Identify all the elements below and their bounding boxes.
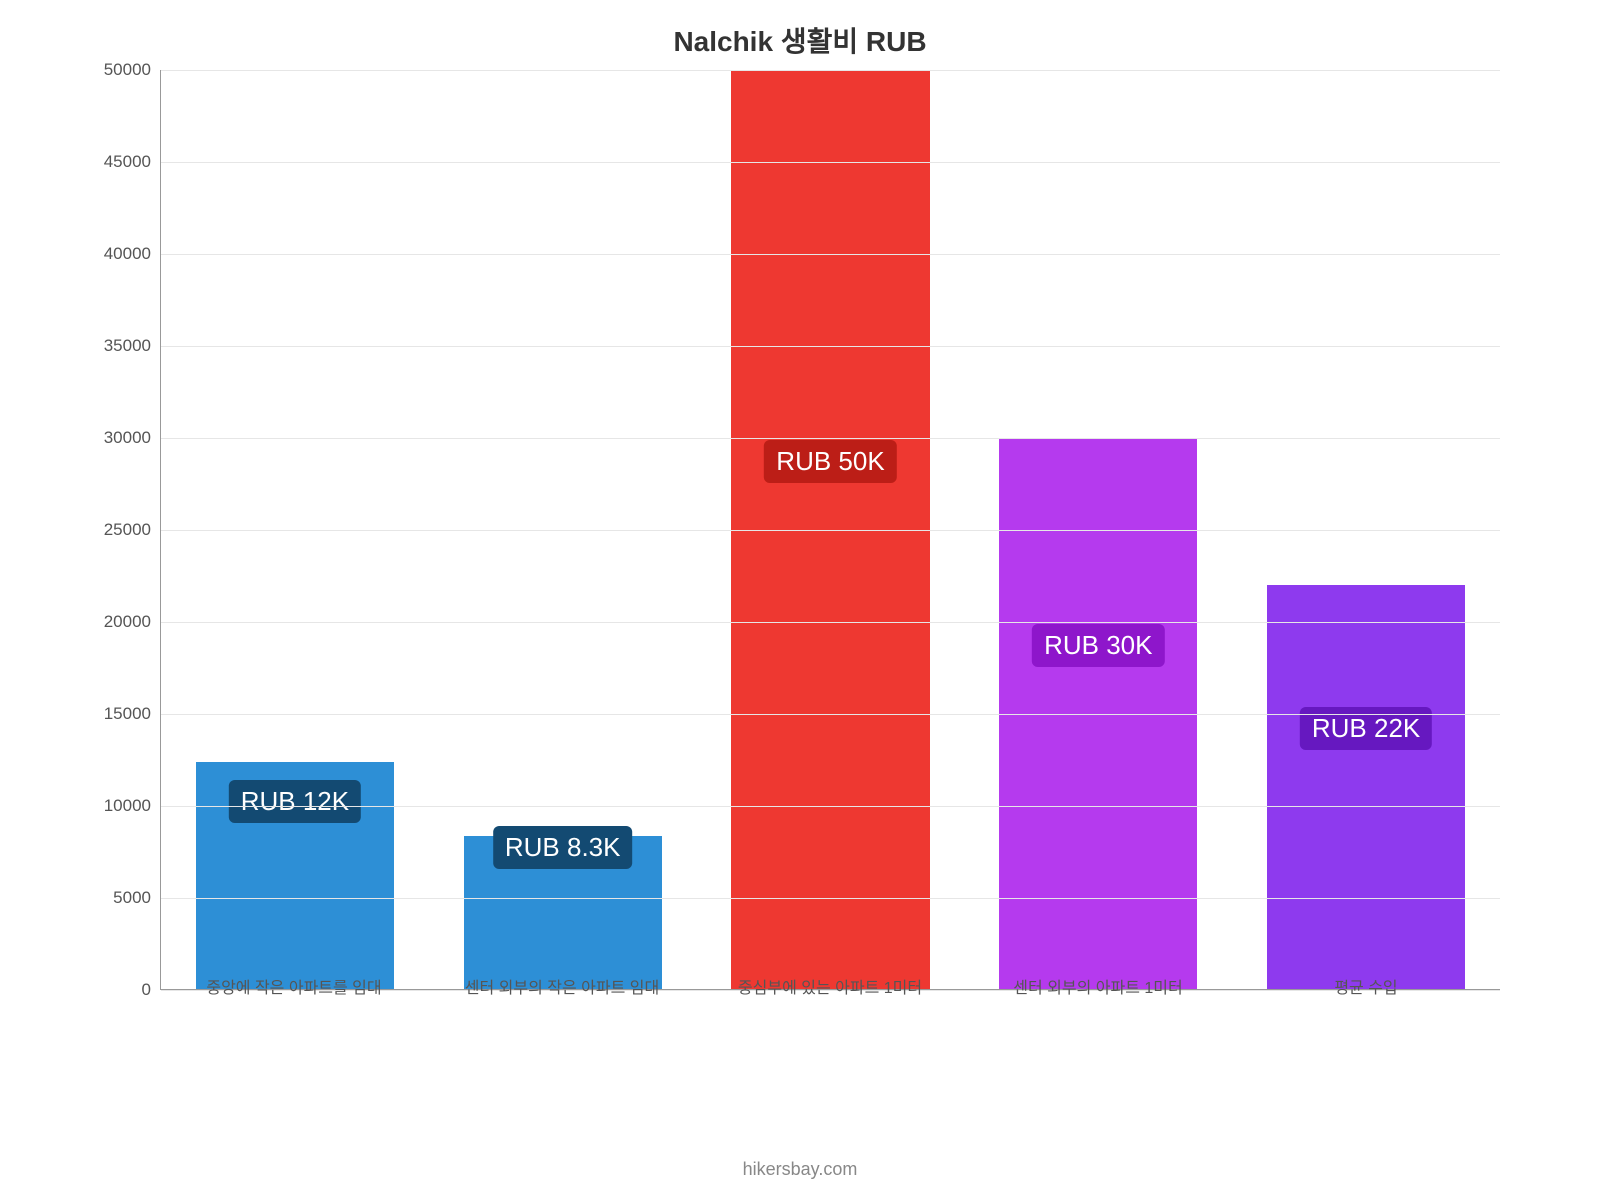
gridline <box>161 254 1500 255</box>
gridline <box>161 346 1500 347</box>
gridline <box>161 162 1500 163</box>
y-tick-label: 0 <box>142 980 151 1000</box>
bar-value-label: RUB 12K <box>229 780 361 823</box>
chart-container: Nalchik 생활비 RUB RUB 12K RUB 8.3K RUB 50K RU… <box>80 20 1520 1080</box>
bar-value-label: RUB 50K <box>764 440 896 483</box>
x-tick-label: 센터 외부의 작은 아파트 임대 <box>428 960 696 998</box>
y-tick-label: 40000 <box>104 244 151 264</box>
attribution-text: hikersbay.com <box>743 1159 858 1180</box>
y-tick-label: 20000 <box>104 612 151 632</box>
gridline <box>161 714 1500 715</box>
y-tick-label: 45000 <box>104 152 151 172</box>
gridline <box>161 70 1500 71</box>
gridline <box>161 530 1500 531</box>
bar-value-label: RUB 30K <box>1032 624 1164 667</box>
gridline <box>161 622 1500 623</box>
y-tick-label: 35000 <box>104 336 151 356</box>
y-tick-label: 10000 <box>104 796 151 816</box>
chart-title: Nalchik 생활비 RUB <box>80 20 1520 60</box>
y-tick-label: 25000 <box>104 520 151 540</box>
plot-area: RUB 12KRUB 8.3KRUB 50KRUB 30KRUB 22K 050… <box>160 70 1500 990</box>
bar <box>1267 585 1465 989</box>
y-tick-label: 5000 <box>113 888 151 908</box>
y-tick-label: 15000 <box>104 704 151 724</box>
gridline <box>161 898 1500 899</box>
bar-value-label: RUB 8.3K <box>493 826 633 869</box>
x-tick-label: 평균 수입 <box>1232 960 1500 998</box>
x-tick-label: 센터 외부의 아파트 1미터 <box>964 960 1232 998</box>
gridline <box>161 806 1500 807</box>
x-tick-label: 중앙에 작은 아파트를 임대 <box>160 960 428 998</box>
gridline <box>161 438 1500 439</box>
y-tick-label: 50000 <box>104 60 151 80</box>
x-axis-labels: 중앙에 작은 아파트를 임대센터 외부의 작은 아파트 임대중심부에 있는 아파… <box>160 960 1500 998</box>
x-tick-label: 중심부에 있는 아파트 1미터 <box>696 960 964 998</box>
y-tick-label: 30000 <box>104 428 151 448</box>
